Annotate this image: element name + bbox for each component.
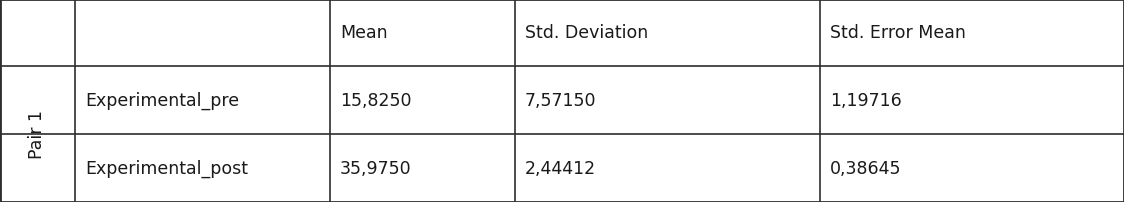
- Text: Std. Error Mean: Std. Error Mean: [830, 24, 966, 42]
- Text: 0,38645: 0,38645: [830, 159, 901, 177]
- Text: 35,9750: 35,9750: [339, 159, 411, 177]
- Text: 15,8250: 15,8250: [339, 92, 411, 109]
- Text: Pair 1: Pair 1: [28, 110, 46, 159]
- Text: Std. Deviation: Std. Deviation: [525, 24, 649, 42]
- Text: 2,44412: 2,44412: [525, 159, 596, 177]
- Text: Mean: Mean: [339, 24, 388, 42]
- Text: 7,57150: 7,57150: [525, 92, 597, 109]
- Text: Experimental_post: Experimental_post: [85, 159, 248, 177]
- Text: Experimental_pre: Experimental_pre: [85, 92, 239, 110]
- Text: 1,19716: 1,19716: [830, 92, 901, 109]
